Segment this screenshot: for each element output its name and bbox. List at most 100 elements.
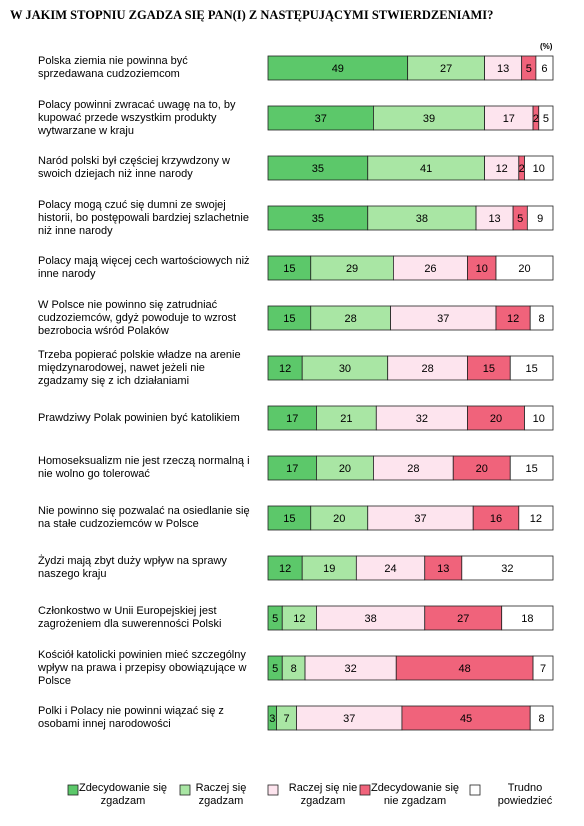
value-label: 13 [497,63,509,75]
value-label: 12 [507,313,519,325]
bar-segment [267,305,312,331]
category-label: Polacy mają więcej cech wartościowych ni… [38,255,250,280]
value-label: 5 [272,613,278,625]
bar-segment [296,705,403,731]
value-label: 27 [457,613,469,625]
value-label: 2 [533,113,539,125]
bar-segment [304,655,397,681]
value-label: 38 [416,213,428,225]
value-label: 8 [291,663,297,675]
bar-segment [267,55,409,81]
bar-segment [509,355,554,381]
value-label: 35 [312,213,324,225]
value-label: 2 [519,163,525,175]
value-label: 7 [540,663,546,675]
value-label: 30 [339,363,351,375]
category-label: Homoseksualizm nie jest rzeczą normalną … [38,455,250,480]
value-label: 32 [345,663,357,675]
value-label: 9 [537,213,543,225]
value-label: 12 [279,363,291,375]
bar-segment [524,405,554,431]
category-label: Członkostwo w Unii Europejskiej jest zag… [38,605,222,630]
bar-segment [407,55,485,81]
bar-segment [524,155,554,181]
bar-segment [390,305,497,331]
value-label: 37 [414,513,426,525]
value-label: 37 [343,713,355,725]
bar-segment [281,605,317,631]
bar-segment [367,155,485,181]
category-label: Polacy mogą czuć się dumni ze swojej his… [38,198,249,237]
value-label: 10 [533,163,545,175]
legend-label: Raczej się zgadzam [195,782,247,807]
bar-segment [509,455,554,481]
bar-segment [387,355,468,381]
bar-segment [267,405,317,431]
bar-segment [495,305,531,331]
category-label: Kościół katolicki powinien mieć szczegól… [38,648,247,687]
bar-segment [373,105,486,131]
value-label: 48 [459,663,471,675]
value-label: 38 [364,613,376,625]
value-label: 49 [332,63,344,75]
category-label: Naród polski był częściej krzywdzony w s… [38,155,230,180]
value-label: 12 [293,613,305,625]
value-label: 5 [517,213,523,225]
bar-segment [316,455,374,481]
value-label: 21 [340,413,352,425]
value-label: 17 [286,463,298,475]
value-label: 7 [283,713,289,725]
bar-segment [484,155,520,181]
value-label: 20 [476,463,488,475]
bar-segment [301,355,389,381]
bar-segment [529,305,554,331]
value-label: 15 [283,313,295,325]
bar-segment [267,505,312,531]
bar-segment [424,555,463,581]
bar-segment [484,105,534,131]
bar-segment [310,505,369,531]
category-label: Polska ziemia nie powinna być sprzedawan… [38,55,188,80]
bar-segment [392,255,468,281]
bar-segment [267,205,369,231]
value-label: 37 [315,113,327,125]
bar-segment [467,355,511,381]
chart-title: W JAKIM STOPNIU ZGADZA SIĘ PAN(I) Z NAST… [10,8,494,22]
bar-segment [538,105,554,131]
value-label: 19 [323,563,335,575]
value-label: 12 [496,163,508,175]
value-label: 27 [440,63,452,75]
value-label: 8 [539,713,545,725]
legend-label: Zdecydowanie się nie zgadzam [370,782,460,807]
bar-segment [367,505,474,531]
bar-segment [367,205,477,231]
value-label: 26 [424,263,436,275]
value-label: 6 [541,63,547,75]
value-label: 15 [283,263,295,275]
value-label: 32 [416,413,428,425]
value-label: 20 [518,263,530,275]
value-label: 37 [437,313,449,325]
bar-segment [310,305,391,331]
category-label: Nie powinno się pozwalać na osiedlanie s… [38,505,250,530]
value-label: 8 [539,313,545,325]
bar-segment [535,55,554,81]
value-label: 35 [312,163,324,175]
legend-label: Raczej się nie zgadzam [288,782,358,807]
bar-segment [501,605,554,631]
bar-segment [495,255,554,281]
legend-label: Trudno powiedzieć [497,782,553,807]
legend-swatch [67,784,79,796]
value-label: 20 [339,463,351,475]
category-label: Prawdziwy Polak powinien być katolikiem [38,411,240,424]
bar-segment [373,455,454,481]
bar-segment [267,455,317,481]
value-label: 28 [407,463,419,475]
value-label: 10 [533,413,545,425]
bar-segment [461,555,554,581]
value-label: 29 [346,263,358,275]
bar-segment [467,405,525,431]
legend-swatch [267,784,279,796]
bar-segment [267,155,369,181]
